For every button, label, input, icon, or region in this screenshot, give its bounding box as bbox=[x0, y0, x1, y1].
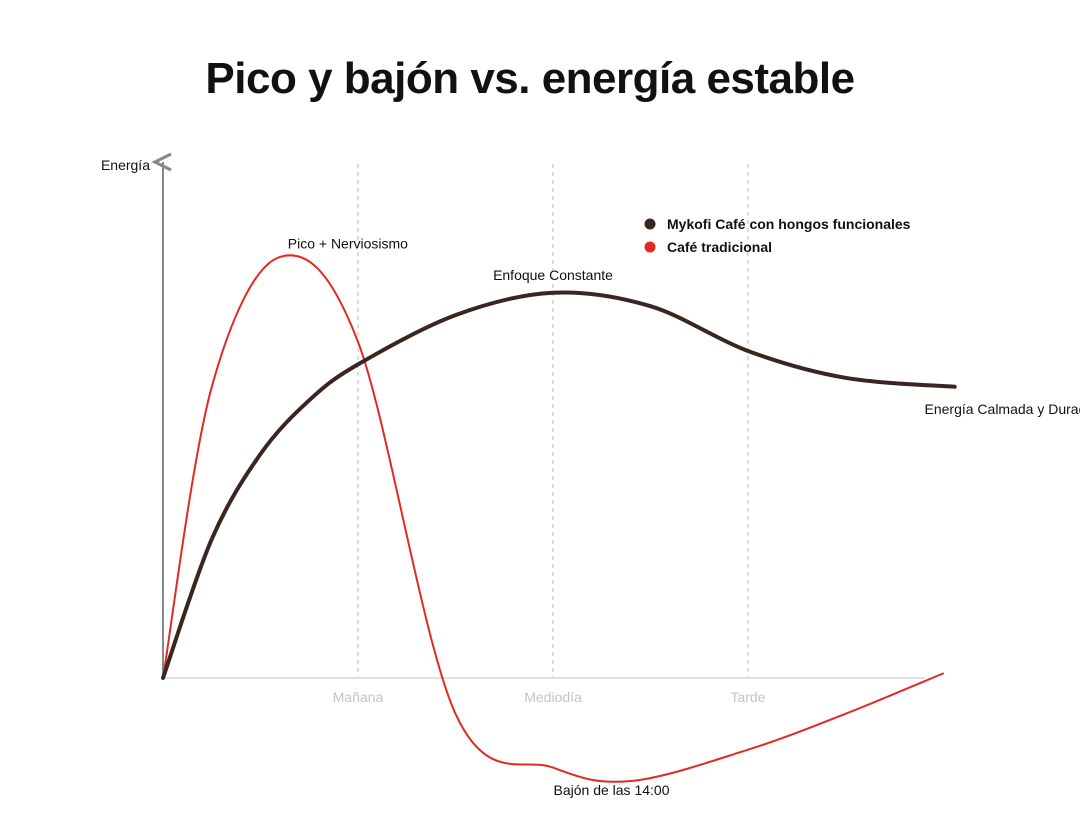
legend-label: Café tradicional bbox=[667, 239, 772, 255]
series-lines bbox=[161, 254, 957, 783]
series-line-mykofi bbox=[161, 290, 957, 680]
annotation-focus: Enfoque Constante bbox=[493, 267, 613, 283]
x-tick-labels: Mañana Mediodía Tarde bbox=[333, 689, 766, 705]
series-line-traditional bbox=[162, 254, 944, 783]
legend: Mykofi Café con hongos funcionales Café t… bbox=[644, 216, 911, 255]
legend-label: Mykofi Café con hongos funcionales bbox=[667, 216, 911, 232]
y-axis-title: Energía bbox=[101, 157, 150, 173]
legend-marker bbox=[644, 218, 656, 230]
annotation-crash: Bajón de las 14:00 bbox=[554, 782, 670, 798]
annotation-peak: Pico + Nerviosismo bbox=[288, 235, 408, 251]
grid-lines bbox=[357, 164, 749, 678]
chart-title: Pico y bajón vs. energía estable bbox=[205, 54, 855, 103]
annotations: Pico + Nerviosismo Enfoque Constante Energ… bbox=[288, 235, 1080, 798]
legend-marker bbox=[644, 241, 656, 253]
annotation-calm-energy: Energía Calmada y Duradera bbox=[925, 401, 1080, 417]
x-tick-label: Tarde bbox=[730, 689, 765, 705]
x-tick-label: Mañana bbox=[333, 689, 384, 705]
x-tick-label: Mediodía bbox=[524, 689, 582, 705]
